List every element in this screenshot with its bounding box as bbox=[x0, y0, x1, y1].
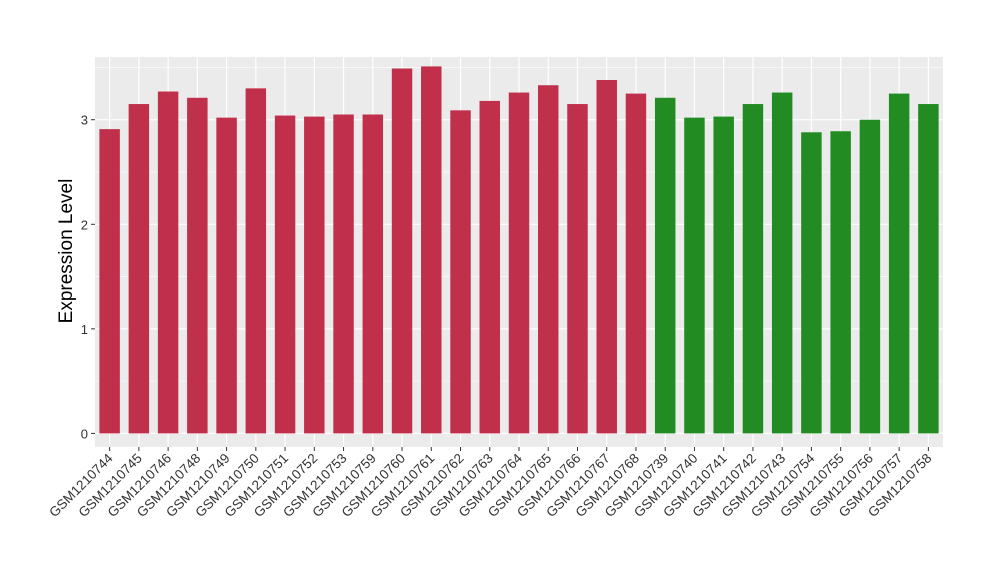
y-axis-title: Expression Level bbox=[56, 179, 77, 324]
bar-GSM1210754 bbox=[801, 132, 822, 434]
bar-GSM1210745 bbox=[128, 104, 150, 434]
bars bbox=[99, 66, 939, 434]
y-tick-label: 1 bbox=[81, 322, 88, 337]
bar-GSM1210742 bbox=[742, 104, 764, 434]
bar-GSM1210757 bbox=[888, 93, 910, 434]
bar-GSM1210759 bbox=[362, 114, 384, 434]
x-axis: GSM1210744GSM1210745GSM1210746GSM1210748… bbox=[46, 447, 935, 520]
bar-GSM1210760 bbox=[391, 68, 413, 434]
bar-GSM1210740 bbox=[684, 117, 705, 434]
bar-GSM1210768 bbox=[625, 93, 647, 434]
bar-GSM1210767 bbox=[596, 80, 617, 434]
bar-GSM1210751 bbox=[274, 115, 296, 434]
bar-GSM1210763 bbox=[479, 100, 500, 434]
y-tick-label: 3 bbox=[81, 113, 88, 128]
bar-GSM1210744 bbox=[99, 129, 120, 434]
bar-GSM1210749 bbox=[216, 117, 237, 434]
bar-GSM1210746 bbox=[157, 91, 179, 434]
bar-GSM1210748 bbox=[187, 97, 208, 434]
bar-GSM1210753 bbox=[333, 114, 354, 434]
bar-GSM1210761 bbox=[421, 66, 442, 434]
bar-GSM1210743 bbox=[771, 92, 793, 434]
bar-GSM1210739 bbox=[654, 97, 676, 434]
y-tick-label: 0 bbox=[81, 426, 88, 441]
y-tick-label: 2 bbox=[81, 217, 88, 232]
bar-GSM1210752 bbox=[304, 116, 325, 434]
bar-GSM1210741 bbox=[713, 116, 734, 434]
bar-GSM1210755 bbox=[830, 131, 851, 434]
bar-GSM1210764 bbox=[508, 92, 530, 434]
bar-GSM1210758 bbox=[918, 104, 939, 434]
bar-GSM1210765 bbox=[538, 85, 559, 434]
bar-GSM1210750 bbox=[245, 88, 267, 434]
bar-GSM1210762 bbox=[450, 110, 471, 434]
bar-GSM1210766 bbox=[567, 104, 588, 434]
y-axis: 0 1 2 3 bbox=[81, 113, 95, 441]
bar-GSM1210756 bbox=[859, 119, 881, 434]
